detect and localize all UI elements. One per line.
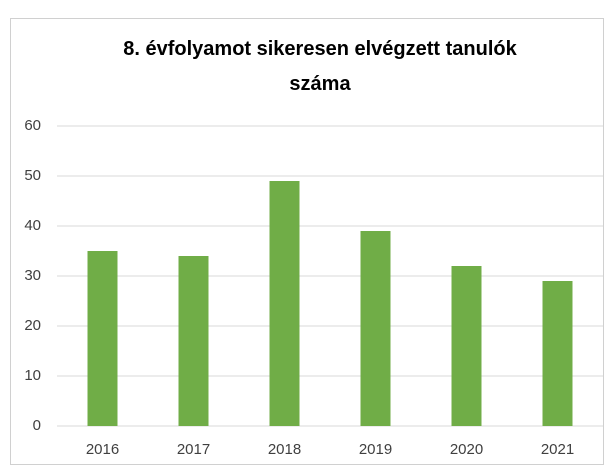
bar bbox=[451, 266, 482, 426]
x-tick-label: 2016 bbox=[86, 441, 119, 458]
bar bbox=[178, 256, 209, 426]
chart-frame bbox=[10, 18, 604, 465]
bar bbox=[269, 181, 300, 426]
x-tick-label: 2018 bbox=[268, 441, 301, 458]
y-tick-label: 0 bbox=[33, 417, 41, 434]
y-tick-label: 40 bbox=[24, 217, 41, 234]
x-tick-label: 2019 bbox=[359, 441, 392, 458]
y-tick-label: 60 bbox=[24, 117, 41, 134]
x-tick-label: 2021 bbox=[541, 441, 574, 458]
bar bbox=[360, 231, 391, 426]
chart-title: 8. évfolyamot sikeresen elvégzett tanuló… bbox=[123, 38, 517, 95]
x-tick-label: 2017 bbox=[177, 441, 210, 458]
x-tick-label: 2020 bbox=[450, 441, 483, 458]
y-tick-label: 50 bbox=[24, 167, 41, 184]
y-tick-label: 20 bbox=[24, 317, 41, 334]
y-tick-label: 10 bbox=[24, 367, 41, 384]
bar bbox=[542, 281, 573, 426]
bar bbox=[87, 251, 118, 426]
y-tick-label: 30 bbox=[24, 267, 41, 284]
